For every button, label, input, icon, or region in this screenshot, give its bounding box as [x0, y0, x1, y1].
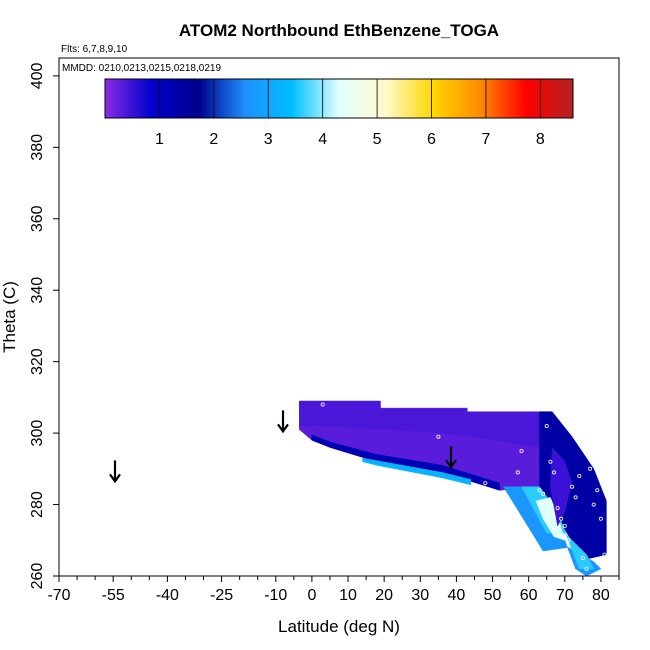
- sample-point-8: [548, 459, 553, 464]
- x-tick-label-20: 20: [375, 587, 393, 604]
- sample-point-9: [552, 470, 557, 475]
- x-tick-label-50: 50: [484, 587, 502, 604]
- sample-point-22: [598, 516, 603, 521]
- x-tick-label-30: 30: [411, 587, 429, 604]
- colorbar: 1 2 3 4 5 6 7 8: [104, 78, 574, 148]
- down-arrow-icon: [277, 410, 289, 434]
- colorbar-tick-label-1: 1: [155, 131, 164, 148]
- x-axis: -70 -55 -40 -25 -10 0 10 20 30 40 50 60 70 80: [47, 576, 620, 604]
- x-axis-title: Latitude (deg N): [278, 617, 400, 636]
- sample-point-5: [537, 488, 542, 493]
- y-tick-label-260: 260: [29, 563, 46, 590]
- sample-point-11: [559, 516, 564, 521]
- colorbar-gradient: [104, 78, 574, 119]
- x-tick-label-70: 70: [556, 587, 574, 604]
- colorbar-tick-label-8: 8: [536, 131, 545, 148]
- sample-point-15: [573, 495, 578, 500]
- chart-subtitle-flights: Flts: 6,7,8,9,10: [61, 44, 128, 55]
- y-tick-label-380: 380: [29, 134, 46, 161]
- y-axis-title: Theta (C): [0, 281, 19, 353]
- sample-point-19: [588, 466, 593, 471]
- sample-point-21: [595, 488, 600, 493]
- colorbar-tick-label-7: 7: [481, 131, 490, 148]
- sample-point-16: [577, 473, 582, 478]
- x-tick-label-60: 60: [520, 587, 538, 604]
- sample-point-6: [541, 491, 546, 496]
- sample-point-18: [584, 566, 589, 571]
- x-tick-label-0: 0: [307, 587, 316, 604]
- x-tick-label-80: 80: [592, 587, 610, 604]
- sample-point-14: [570, 484, 575, 489]
- sample-point-2: [483, 481, 488, 486]
- sample-point-10: [555, 506, 560, 511]
- x-tick-label--25: -25: [210, 587, 233, 604]
- heatmap-region-2: [311, 434, 501, 491]
- x-tick-label--70: -70: [47, 587, 70, 604]
- down-arrow-icon: [445, 446, 457, 470]
- sample-point-7: [544, 423, 549, 428]
- colorbar-tick-label-4: 4: [318, 131, 327, 148]
- y-tick-label-300: 300: [29, 420, 46, 447]
- x-tick-label--40: -40: [156, 587, 179, 604]
- x-tick-label-40: 40: [448, 587, 466, 604]
- sample-point-0: [320, 402, 325, 407]
- colorbar-tick-label-5: 5: [373, 131, 382, 148]
- sample-point-17: [580, 556, 585, 561]
- sample-point-23: [602, 552, 607, 557]
- annotation-arrows: [109, 410, 457, 484]
- y-tick-label-400: 400: [29, 62, 46, 89]
- heatmap-region-3: [362, 457, 472, 486]
- y-tick-label-320: 320: [29, 348, 46, 375]
- chart-subtitle-dates: MMDD: 0210,0213,0215,0218,0219: [62, 63, 221, 74]
- sample-point-20: [591, 502, 596, 507]
- heatmap-region-8: [550, 446, 573, 527]
- x-tick-label--10: -10: [264, 587, 287, 604]
- y-tick-label-280: 280: [29, 491, 46, 518]
- sample-point-4: [519, 448, 524, 453]
- colorbar-tick-label-6: 6: [427, 131, 436, 148]
- y-tick-label-360: 360: [29, 205, 46, 232]
- down-arrow-icon: [109, 460, 121, 484]
- colorbar-tick-label-3: 3: [264, 131, 273, 148]
- sample-point-1: [436, 434, 441, 439]
- y-axis: 260 280 300 320 340 360 380 400: [29, 62, 59, 589]
- sample-point-13: [566, 538, 571, 543]
- x-tick-label--55: -55: [102, 587, 125, 604]
- colorbar-tick-label-2: 2: [209, 131, 218, 148]
- sample-point-12: [562, 524, 567, 529]
- x-tick-label-10: 10: [339, 587, 357, 604]
- sample-point-3: [515, 470, 520, 475]
- y-tick-label-340: 340: [29, 277, 46, 304]
- heatmap-region-7: [535, 497, 566, 541]
- plot-area: [299, 400, 607, 577]
- plot-frame: [58, 57, 620, 577]
- chart-title: ATOM2 Northbound EthBenzene_TOGA: [179, 21, 499, 40]
